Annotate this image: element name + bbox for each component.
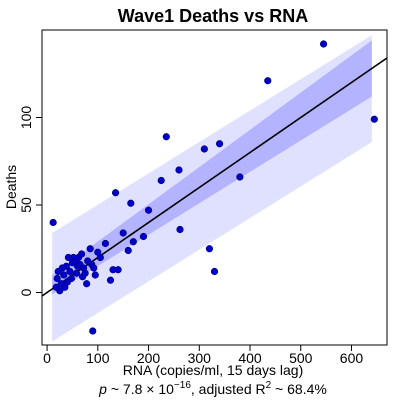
data-point — [175, 166, 183, 174]
r2-text: , adjusted R — [191, 381, 266, 397]
data-point — [127, 199, 135, 207]
data-point — [77, 250, 86, 258]
data-point — [139, 232, 148, 241]
x-tick-label: 0 — [43, 350, 51, 366]
y-axis: 0 50 100 — [18, 106, 42, 296]
data-point — [215, 140, 224, 148]
data-point — [67, 274, 76, 283]
x-axis: 0 100 200 300 400 500 600 — [43, 345, 363, 366]
data-point — [96, 253, 104, 262]
plot-frame — [41, 29, 388, 346]
data-point — [114, 266, 122, 274]
x-tick-label: 300 — [188, 350, 212, 366]
data-point — [111, 189, 120, 197]
r2-value: ~ 68.4% — [271, 381, 327, 397]
data-point — [144, 206, 153, 214]
data-point — [86, 245, 94, 253]
data-point — [370, 115, 378, 123]
x-tick-label: 100 — [86, 350, 110, 366]
p-value-exponent: −16 — [174, 380, 191, 391]
data-point — [89, 327, 97, 335]
fit-line-layer — [41, 57, 388, 297]
data-point — [264, 77, 272, 85]
r2-exponent: 2 — [266, 380, 272, 391]
y-tick-label: 50 — [18, 197, 34, 213]
data-point — [210, 267, 219, 276]
data-point — [319, 40, 328, 48]
data-point — [90, 264, 98, 272]
x-tick-label: 400 — [238, 350, 262, 366]
data-point — [83, 280, 91, 288]
x-tick-label: 600 — [340, 350, 364, 366]
data-point — [49, 218, 57, 227]
y-tick-label: 100 — [18, 106, 34, 130]
chart-title: Wave1 Deaths vs RNA — [118, 6, 308, 26]
data-point — [157, 176, 165, 185]
data-point — [91, 271, 99, 279]
x-tick-label: 500 — [289, 350, 313, 366]
stats-subtitle: p ~ 7.8 × 10−16, adjusted R2 ~ 68.4% — [98, 380, 327, 397]
data-point — [124, 246, 132, 255]
data-point — [129, 238, 137, 246]
data-point — [62, 262, 70, 270]
p-value-text: ~ 7.8 × 10 — [107, 381, 174, 397]
data-point — [236, 173, 244, 181]
data-point — [106, 276, 115, 284]
plot-area — [41, 35, 388, 342]
x-axis-label: RNA (copies/ml, 15 days lag) — [123, 362, 304, 378]
data-point — [119, 229, 127, 237]
p-symbol: p — [98, 381, 107, 397]
data-point — [205, 245, 214, 253]
data-point — [101, 239, 110, 248]
data-point — [66, 267, 74, 276]
data-point — [60, 271, 68, 279]
regression-line — [41, 57, 388, 297]
data-point — [81, 269, 89, 277]
data-point — [162, 133, 170, 141]
data-point — [176, 225, 184, 234]
confidence-band — [52, 40, 372, 295]
y-axis-label: Deaths — [3, 165, 19, 209]
data-point — [72, 269, 81, 277]
data-point — [56, 287, 64, 295]
y-tick-label: 0 — [18, 288, 34, 296]
confidence-band-layer — [52, 40, 372, 295]
data-point — [200, 145, 208, 153]
x-tick-label: 200 — [137, 350, 161, 366]
data-point — [53, 274, 61, 283]
data-points-layer — [49, 40, 378, 335]
